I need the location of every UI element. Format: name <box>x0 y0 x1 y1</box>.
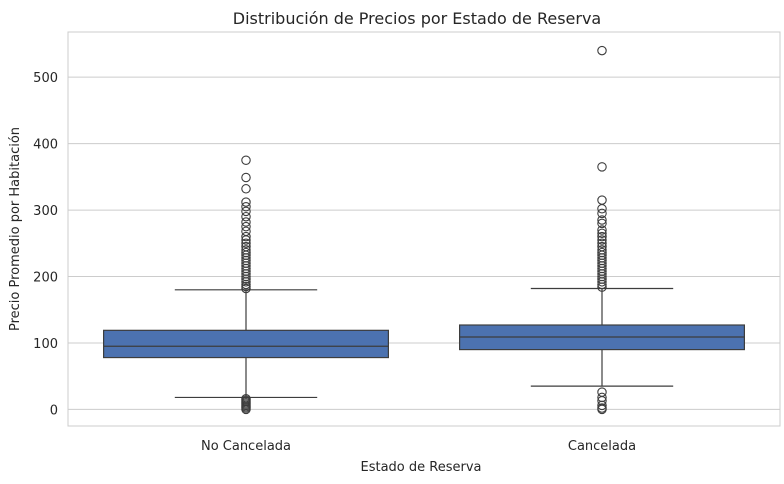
outlier-point <box>241 241 251 252</box>
plot-frame <box>67 31 781 427</box>
outlier-point <box>241 197 251 207</box>
outlier-point <box>241 238 251 249</box>
outlier-point <box>597 45 607 56</box>
y-tick-label: 200 <box>33 271 58 286</box>
outlier-point <box>241 217 251 227</box>
outlier-point <box>597 235 607 245</box>
chart-title: Distribución de Precios por Estado de Re… <box>233 9 601 28</box>
outlier-point <box>597 392 607 403</box>
outlier-point <box>597 241 607 252</box>
outlier-point <box>597 231 607 242</box>
x-tick-label: Cancelada <box>568 439 636 454</box>
y-tick-labels: 0 100 200 300 400 500 <box>33 71 58 418</box>
outlier-point <box>241 201 251 212</box>
outlier-point <box>241 226 251 237</box>
box-2 <box>459 45 745 415</box>
box-1 <box>102 155 389 415</box>
outlier-point <box>597 208 607 219</box>
outlier-point <box>241 172 251 183</box>
outlier-point <box>597 403 607 413</box>
outlier-point <box>597 215 607 225</box>
y-tick-label: 0 <box>50 403 58 418</box>
outlier-point <box>597 247 607 258</box>
y-axis-label: Precio Promedio por Habitación <box>8 127 23 331</box>
outlier-point <box>597 238 607 249</box>
outlier-point <box>597 162 607 172</box>
outlier-point <box>597 218 607 229</box>
y-gridlines <box>68 76 780 410</box>
outlier-point <box>241 155 251 165</box>
outlier-point <box>241 394 251 404</box>
x-tick-label: No Cancelada <box>201 439 291 454</box>
outlier-point <box>241 211 251 222</box>
y-tick-label: 300 <box>33 204 58 219</box>
outlier-point <box>241 231 251 242</box>
outlier-point <box>597 228 607 239</box>
x-axis-label: Estado de Reserva <box>361 460 482 475</box>
outlier-point <box>241 184 251 194</box>
y-tick-label: 500 <box>33 71 58 86</box>
outlier-point <box>241 247 251 258</box>
x-tick-labels: No Cancelada Cancelada <box>201 439 636 454</box>
outlier-point <box>241 221 251 232</box>
outlier-point <box>241 245 251 255</box>
y-tick-label: 100 <box>33 337 58 352</box>
boxes-layer <box>102 45 745 415</box>
y-tick-label: 400 <box>33 138 58 153</box>
outlier-point <box>597 225 607 235</box>
iqr-box <box>102 329 389 359</box>
outlier-point <box>597 245 607 255</box>
outlier-point <box>241 206 251 217</box>
outlier-point <box>597 195 607 205</box>
outlier-point <box>597 387 607 397</box>
